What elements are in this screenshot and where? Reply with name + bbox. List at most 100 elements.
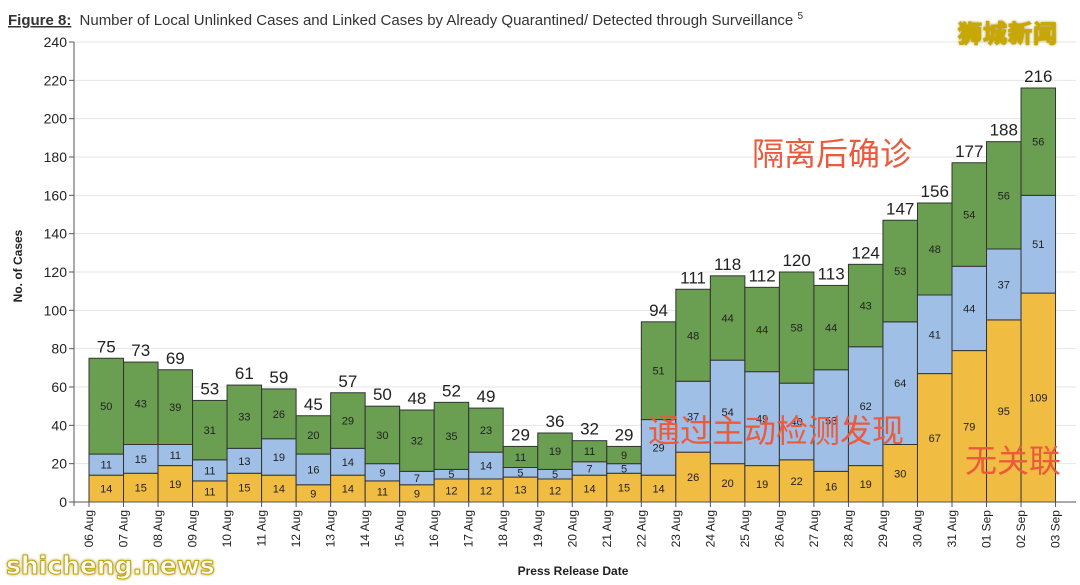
bar-stacks: 1411507515154373191139691111315315133361… bbox=[88, 67, 1057, 503]
bar-segment bbox=[1020, 292, 1057, 503]
bar-total-label: 32 bbox=[580, 420, 599, 439]
bar-segment-label: 11 bbox=[101, 460, 112, 472]
bar-segment-label: 19 bbox=[860, 479, 872, 491]
bar-stack: 12 5 35 52 bbox=[433, 381, 470, 503]
x-tick-label: 24 Aug bbox=[703, 510, 717, 547]
bar-segment-label: 29 bbox=[652, 442, 664, 454]
bar-total-label: 73 bbox=[131, 341, 150, 360]
bar-segment-label: 32 bbox=[411, 436, 423, 448]
x-tick-label: 17 Aug bbox=[462, 510, 476, 547]
bar-total-label: 124 bbox=[852, 243, 880, 262]
y-tick-label: 240 bbox=[44, 34, 68, 50]
bar-segment-label: 7 bbox=[586, 463, 592, 475]
bar-segment-label: 109 bbox=[1029, 393, 1047, 405]
bar-segment-label: 11 bbox=[170, 450, 181, 462]
bar-segment-label: 14 bbox=[342, 457, 354, 469]
y-tick-label: 220 bbox=[44, 72, 68, 88]
bar-total-label: 45 bbox=[304, 395, 323, 414]
bar-segment-label: 40 bbox=[791, 417, 803, 429]
x-tick-label: 21 Aug bbox=[600, 510, 614, 547]
bar-segment bbox=[1020, 194, 1057, 294]
bar-segment-label: 26 bbox=[687, 472, 699, 484]
bar-segment-label: 9 bbox=[414, 488, 420, 500]
bar-segment-label: 30 bbox=[894, 468, 906, 480]
bar-segment-label: 64 bbox=[894, 378, 906, 390]
chart-title-text: Number of Local Unlinked Cases and Linke… bbox=[80, 12, 794, 29]
x-tick-label: 31 Aug bbox=[945, 510, 959, 547]
bar-segment bbox=[537, 432, 573, 470]
bar-total-label: 188 bbox=[990, 121, 1018, 140]
bar-segment-label: 12 bbox=[480, 486, 492, 498]
x-tick-label: 08 Aug bbox=[151, 510, 165, 547]
y-tick-label: 160 bbox=[44, 187, 68, 203]
bar-segment-label: 44 bbox=[825, 323, 837, 335]
chart-title: Figure 8: Number of Local Unlinked Cases… bbox=[8, 11, 803, 29]
bar-segment bbox=[157, 369, 194, 445]
bar-total-label: 29 bbox=[511, 425, 530, 444]
bar-segment-label: 9 bbox=[379, 467, 385, 479]
bar-segment bbox=[675, 288, 711, 382]
bar-stack: 11 11 31 53 bbox=[192, 379, 228, 503]
bar-total-label: 113 bbox=[818, 264, 845, 283]
bar-stack: 14 7 11 32 bbox=[571, 420, 608, 503]
bar-segment-label: 19 bbox=[273, 452, 285, 464]
bar-segment-label: 14 bbox=[100, 484, 112, 496]
bar-segment-label: 13 bbox=[514, 485, 526, 497]
bar-segment-label: 51 bbox=[1032, 239, 1044, 251]
bar-stack: 14 29 51 94 bbox=[640, 301, 677, 503]
y-tick-label: 20 bbox=[51, 456, 67, 472]
bar-segment-label: 7 bbox=[414, 473, 420, 485]
bar-segment bbox=[192, 399, 228, 461]
bar-segment bbox=[1020, 87, 1057, 196]
bar-segment-label: 53 bbox=[894, 266, 906, 278]
watermark-top-right: 狮城新闻 bbox=[958, 20, 1058, 49]
bar-segment-label: 11 bbox=[204, 486, 215, 498]
bar-segment-label: 79 bbox=[963, 421, 975, 433]
bar-total-label: 48 bbox=[407, 389, 426, 408]
bar-total-label: 111 bbox=[680, 268, 706, 287]
bar-segment-label: 26 bbox=[273, 409, 285, 421]
bar-stack: 20 54 44 118 bbox=[709, 255, 746, 503]
bar-segment-label: 11 bbox=[204, 465, 215, 477]
bar-total-label: 147 bbox=[886, 199, 914, 218]
bar-segment-label: 11 bbox=[515, 452, 526, 464]
series-annotation: 无关联 bbox=[965, 442, 1061, 480]
x-tick-label: 14 Aug bbox=[358, 510, 372, 547]
x-tick-label: 03 Sep bbox=[1049, 510, 1063, 548]
bar-segment-label: 20 bbox=[307, 430, 319, 442]
bar-stack: 109 51 56 216 bbox=[1020, 67, 1057, 503]
bar-stack: 15 59 29 bbox=[606, 425, 642, 503]
bar-segment-label: 14 bbox=[273, 484, 285, 496]
bar-total-label: 94 bbox=[649, 301, 668, 320]
bar-segment-label: 12 bbox=[445, 486, 457, 498]
x-tick-label: 27 Aug bbox=[807, 510, 821, 547]
bar-segment-label: 35 bbox=[445, 431, 457, 443]
bar-segment-label: 51 bbox=[652, 366, 664, 378]
bar-total-label: 118 bbox=[714, 255, 741, 274]
bar-segment-label: 16 bbox=[307, 464, 319, 476]
bar-stack: 19 49 44 112 bbox=[744, 266, 780, 503]
bar-segment-label: 48 bbox=[687, 330, 699, 342]
bar-total-label: 61 bbox=[235, 364, 254, 383]
bar-segment-label: 19 bbox=[549, 446, 561, 458]
chart-title-superscript: 5 bbox=[797, 11, 803, 22]
bar-segment-label: 53 bbox=[825, 416, 837, 428]
series-annotations: 无关联 通过主动检测发现 隔离后确诊 bbox=[648, 135, 1061, 480]
bar-total-label: 52 bbox=[442, 381, 461, 400]
bar-segment-label: 49 bbox=[756, 414, 768, 426]
bar-segment-label: 37 bbox=[687, 412, 699, 424]
x-tick-label: 19 Aug bbox=[531, 510, 545, 547]
y-tick-label: 100 bbox=[44, 302, 68, 318]
bar-segment bbox=[226, 447, 263, 474]
bar-segment bbox=[468, 407, 504, 453]
x-tick-label: 23 Aug bbox=[669, 510, 683, 547]
x-axis-label: Press Release Date bbox=[518, 564, 629, 578]
bar-total-label: 69 bbox=[166, 349, 185, 368]
bar-segment-label: 43 bbox=[135, 398, 147, 410]
bar-segment bbox=[951, 265, 987, 352]
x-tick-label: 26 Aug bbox=[772, 510, 786, 547]
bar-segment-label: 5 bbox=[517, 467, 523, 479]
bar-segment bbox=[675, 380, 711, 453]
bar-stack: 9 16 20 45 bbox=[295, 395, 332, 503]
